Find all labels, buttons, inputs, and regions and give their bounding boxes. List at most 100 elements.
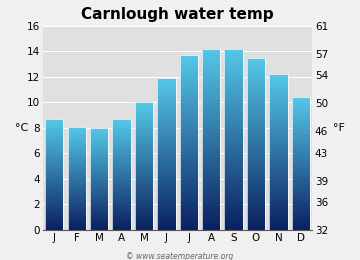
Bar xyxy=(292,165,310,166)
Bar xyxy=(202,89,220,90)
Bar xyxy=(247,170,265,171)
Bar xyxy=(202,187,220,188)
Bar xyxy=(269,140,288,141)
Bar xyxy=(157,136,176,137)
Bar xyxy=(269,74,288,75)
Bar xyxy=(157,222,176,223)
Bar xyxy=(157,91,176,92)
Bar xyxy=(135,122,153,123)
Bar xyxy=(180,110,198,111)
Bar xyxy=(269,99,288,100)
Bar xyxy=(224,223,243,224)
Bar xyxy=(269,175,288,176)
Bar xyxy=(247,77,265,79)
Bar xyxy=(180,183,198,184)
Bar xyxy=(269,214,288,215)
Bar xyxy=(292,108,310,109)
Bar xyxy=(247,97,265,98)
Title: Carnlough water temp: Carnlough water temp xyxy=(81,7,274,22)
Bar xyxy=(157,83,176,84)
Bar xyxy=(112,210,131,211)
Bar xyxy=(68,188,86,189)
Bar xyxy=(269,129,288,130)
Bar xyxy=(247,220,265,221)
Bar xyxy=(90,143,108,144)
Bar xyxy=(90,150,108,151)
Bar xyxy=(135,112,153,113)
Bar xyxy=(68,139,86,140)
Bar xyxy=(45,221,63,222)
Bar xyxy=(247,95,265,96)
Bar xyxy=(247,145,265,146)
Bar xyxy=(45,218,63,219)
Bar xyxy=(202,123,220,124)
Bar xyxy=(90,171,108,172)
Bar xyxy=(269,80,288,81)
Bar xyxy=(202,177,220,178)
Bar xyxy=(157,142,176,143)
Bar xyxy=(180,155,198,156)
Bar xyxy=(180,127,198,128)
Bar xyxy=(247,222,265,223)
Bar xyxy=(157,174,176,175)
Bar xyxy=(157,125,176,126)
Bar xyxy=(224,155,243,156)
Bar xyxy=(202,108,220,109)
Bar xyxy=(292,145,310,146)
Bar xyxy=(112,225,131,226)
Bar xyxy=(135,214,153,215)
Bar xyxy=(247,103,265,104)
Bar xyxy=(135,220,153,221)
Bar xyxy=(112,167,131,168)
Bar xyxy=(45,216,63,217)
Bar xyxy=(180,83,198,84)
Bar xyxy=(292,216,310,217)
Bar xyxy=(112,131,131,132)
Bar xyxy=(224,87,243,88)
Bar xyxy=(269,105,288,106)
Bar xyxy=(157,97,176,98)
Bar xyxy=(68,220,86,221)
Bar xyxy=(247,207,265,208)
Bar xyxy=(247,166,265,167)
Bar xyxy=(202,86,220,87)
Bar xyxy=(202,104,220,105)
Bar xyxy=(202,64,220,65)
Bar xyxy=(202,134,220,135)
Bar xyxy=(45,124,63,125)
Bar xyxy=(202,142,220,143)
Bar xyxy=(224,165,243,166)
Bar xyxy=(45,123,63,124)
Bar xyxy=(292,139,310,140)
Bar xyxy=(269,167,288,168)
Bar xyxy=(180,160,198,161)
Bar xyxy=(180,193,198,194)
Bar xyxy=(157,204,176,205)
Bar xyxy=(157,134,176,135)
Bar xyxy=(135,146,153,147)
Bar xyxy=(157,105,176,106)
Bar xyxy=(292,166,310,167)
Bar xyxy=(224,142,243,143)
Bar xyxy=(157,81,176,82)
Bar xyxy=(292,150,310,151)
Bar xyxy=(112,170,131,171)
Bar xyxy=(202,183,220,184)
Bar xyxy=(180,142,198,144)
Bar xyxy=(135,185,153,186)
Bar xyxy=(180,177,198,178)
Bar xyxy=(269,83,288,84)
Bar xyxy=(157,93,176,94)
Bar xyxy=(112,206,131,207)
Bar xyxy=(292,210,310,211)
Bar xyxy=(292,176,310,177)
Bar xyxy=(224,116,243,117)
Bar xyxy=(224,63,243,64)
Bar xyxy=(269,92,288,93)
Bar xyxy=(157,126,176,127)
Bar xyxy=(90,158,108,159)
Bar xyxy=(45,135,63,136)
Bar xyxy=(90,197,108,198)
Bar xyxy=(180,100,198,101)
Bar xyxy=(224,201,243,202)
